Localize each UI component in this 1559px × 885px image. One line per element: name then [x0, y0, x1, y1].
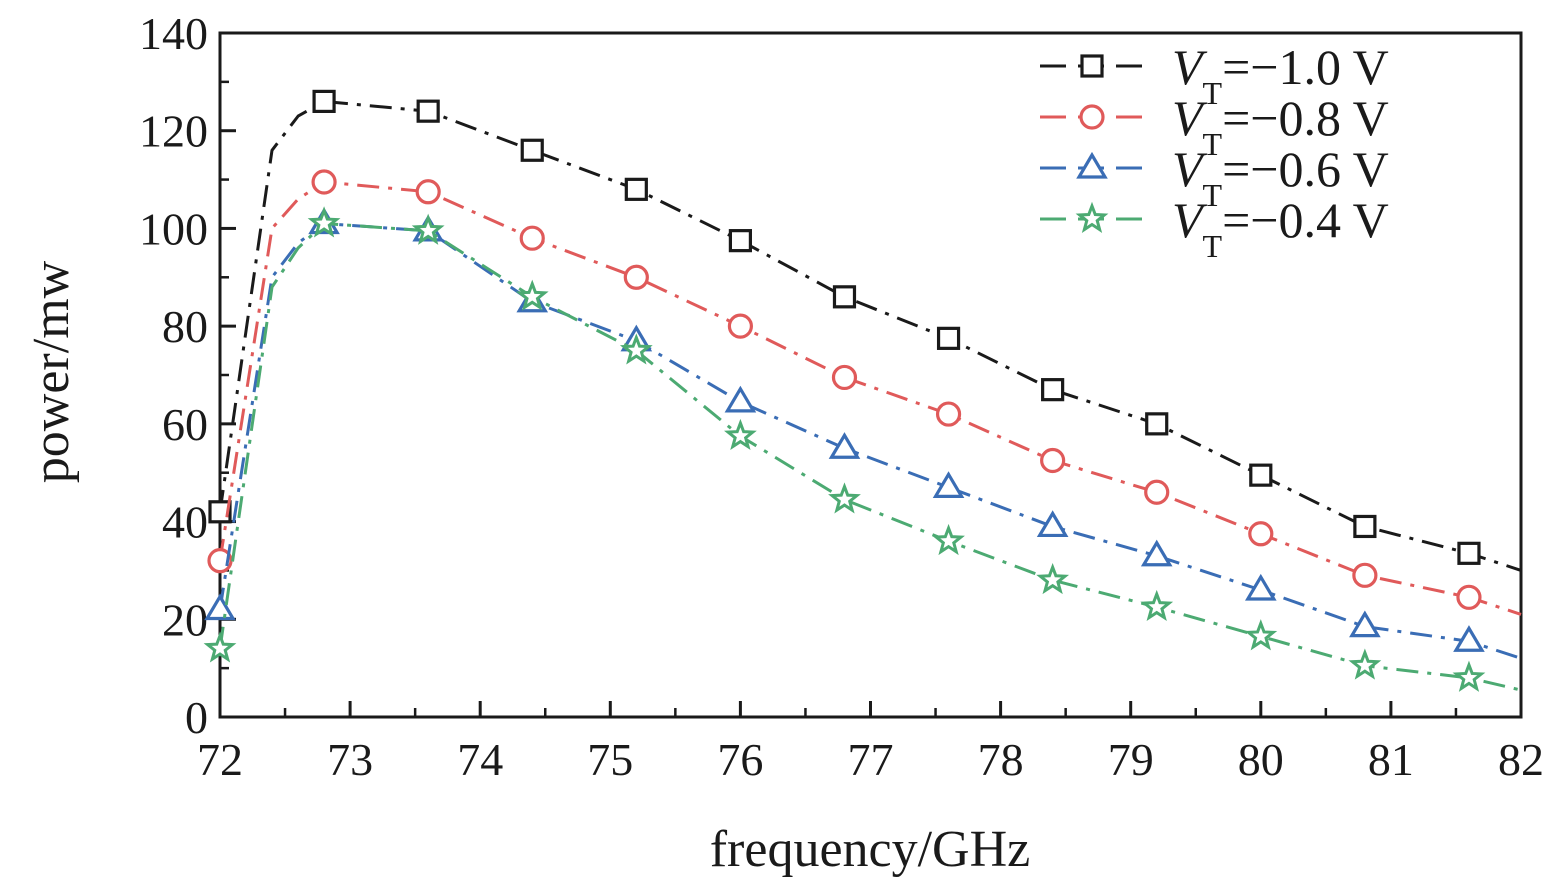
- y-tick-label: 120: [139, 106, 208, 157]
- data-point: [832, 285, 857, 309]
- x-tick-label: 73: [327, 734, 373, 785]
- legend-label: VT=−0.6 V: [1172, 141, 1389, 213]
- x-axis-label: frequency/GHz: [710, 821, 1031, 878]
- x-tick-label: 74: [457, 734, 503, 785]
- data-point: [207, 548, 233, 574]
- data-point: [1248, 521, 1274, 547]
- data-point: [828, 432, 861, 459]
- y-tick-label: 60: [162, 399, 208, 450]
- data-point: [1244, 573, 1277, 601]
- data-point: [1453, 625, 1485, 652]
- y-tick-label: 140: [139, 8, 208, 59]
- data-point: [624, 177, 648, 201]
- data-point: [1145, 412, 1169, 436]
- data-point: [519, 225, 545, 251]
- x-tick-label: 75: [587, 734, 633, 785]
- data-point: [1452, 660, 1486, 692]
- legend-entry: VT=−0.8 V: [1040, 90, 1389, 162]
- x-tick-label: 77: [848, 734, 894, 785]
- data-point: [1244, 619, 1278, 651]
- data-point: [203, 631, 237, 663]
- data-point: [724, 385, 757, 413]
- data-point: [936, 326, 961, 350]
- data-point: [1349, 610, 1381, 638]
- legend-label: VT=−1.0 V: [1172, 39, 1389, 111]
- data-point: [932, 471, 965, 498]
- data-point: [619, 333, 653, 365]
- legend: VT=−1.0 VVT=−0.8 VVT=−0.6 VVT=−0.4 V: [1040, 39, 1389, 264]
- x-tick-label: 79: [1108, 734, 1154, 785]
- y-tick-label: 40: [162, 497, 208, 548]
- data-point: [1348, 648, 1382, 680]
- legend-marker: [1079, 104, 1105, 130]
- series-line: [218, 99, 1522, 572]
- x-tick-label: 76: [717, 734, 763, 785]
- data-point: [935, 401, 962, 427]
- data-point: [623, 264, 649, 290]
- series-line: [218, 222, 1522, 660]
- y-tick-label: 20: [162, 594, 208, 645]
- data-point: [1140, 589, 1174, 622]
- data-point: [1140, 539, 1173, 567]
- series-3: [204, 207, 1522, 660]
- x-tick-label: 80: [1238, 734, 1284, 785]
- data-point: [831, 364, 858, 391]
- x-tick-label: 82: [1498, 734, 1544, 785]
- legend-entry: VT=−0.6 V: [1040, 141, 1389, 213]
- x-tick-label: 78: [978, 734, 1024, 785]
- data-point: [932, 523, 965, 556]
- axes: 72 73 74 75 76 77 78 79 80 81 82 0 20 40 60 80 100 120 140: [139, 8, 1544, 785]
- legend-marker: [1076, 151, 1108, 179]
- data-point: [1353, 514, 1377, 539]
- y-tick-label: 100: [139, 203, 208, 254]
- data-point: [1456, 584, 1482, 610]
- legend-entry: VT=−1.0 V: [1040, 39, 1389, 111]
- data-point: [1041, 378, 1065, 402]
- series-4: [203, 206, 1522, 692]
- y-axis-label: power/mw: [23, 260, 80, 483]
- data-point: [307, 206, 341, 238]
- data-point: [1144, 479, 1170, 505]
- y-tick-label: 80: [162, 301, 208, 352]
- y-tick-label: 0: [185, 692, 208, 743]
- data-point: [1457, 541, 1481, 565]
- data-point: [416, 99, 440, 123]
- data-point: [727, 313, 754, 339]
- data-point: [208, 500, 232, 524]
- data-point: [515, 279, 549, 311]
- series-1: [208, 89, 1522, 572]
- data-point: [411, 213, 445, 245]
- data-point: [1036, 510, 1069, 538]
- data-point: [1249, 463, 1273, 487]
- legend-marker: [1080, 54, 1104, 78]
- data-point: [520, 138, 544, 162]
- data-point: [724, 418, 757, 451]
- data-point: [311, 169, 337, 195]
- data-point: [415, 179, 441, 205]
- data-point: [728, 229, 753, 253]
- data-point: [1040, 447, 1066, 474]
- data-point: [1352, 562, 1378, 588]
- x-tick-label: 72: [197, 734, 243, 785]
- series-2: [207, 169, 1522, 616]
- x-tick-label: 81: [1368, 734, 1414, 785]
- legend-label: VT=−0.4 V: [1172, 192, 1389, 264]
- data-point: [1036, 562, 1070, 595]
- series-layer: [203, 89, 1522, 692]
- data-point: [828, 482, 861, 514]
- legend-label: VT=−0.8 V: [1172, 90, 1389, 162]
- data-point: [204, 593, 236, 621]
- data-point: [312, 89, 336, 114]
- series-line: [218, 180, 1522, 616]
- legend-entry: VT=−0.4 V: [1040, 192, 1389, 264]
- series-line: [218, 222, 1522, 692]
- legend-marker: [1075, 201, 1109, 233]
